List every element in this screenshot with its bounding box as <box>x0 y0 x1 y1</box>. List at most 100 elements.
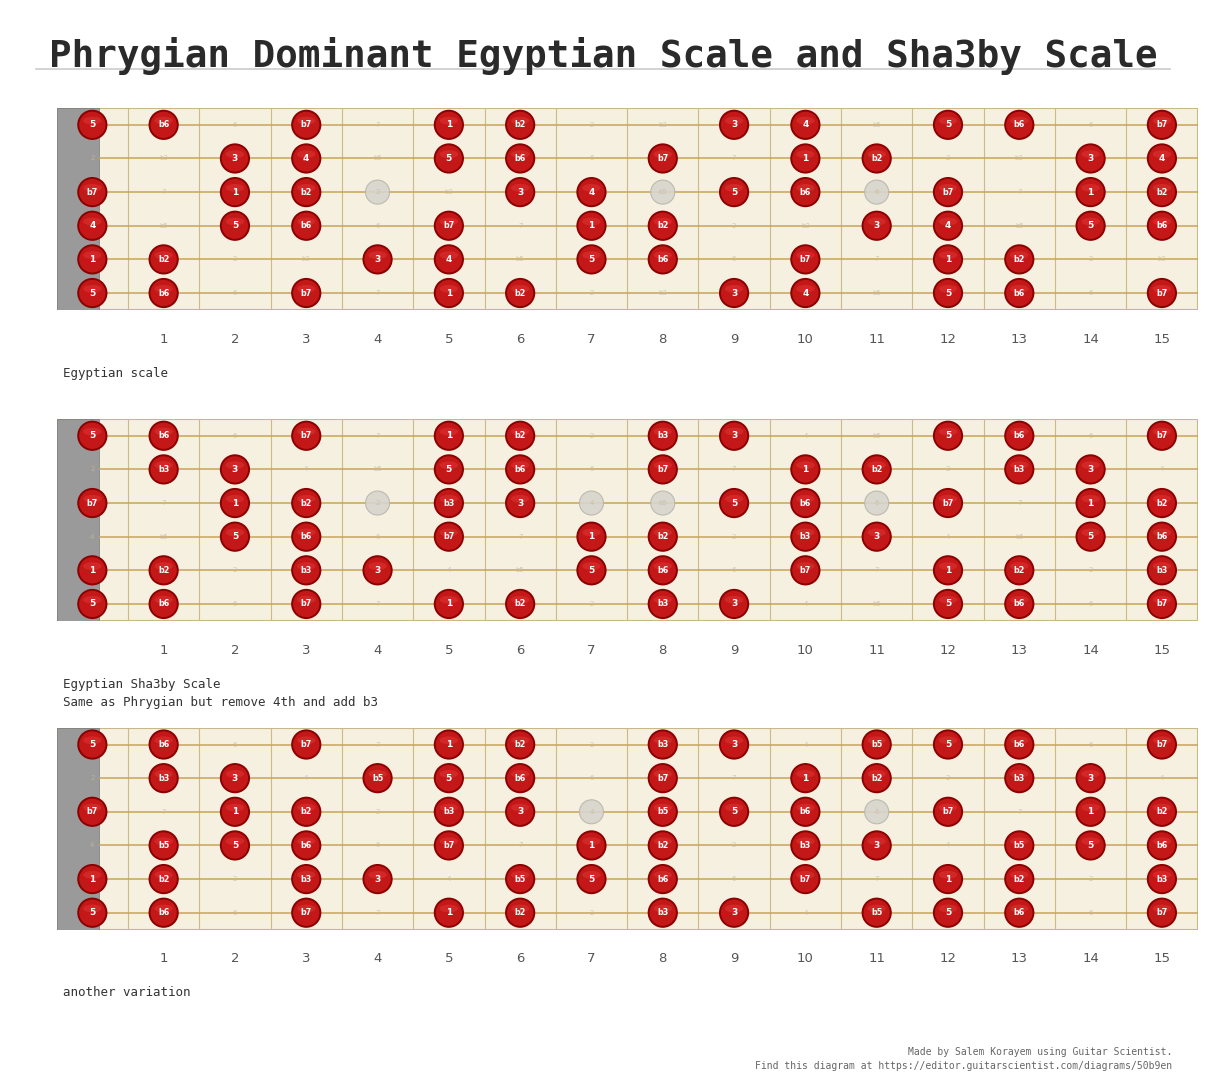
Text: 4: 4 <box>944 221 952 230</box>
Ellipse shape <box>862 212 891 240</box>
Ellipse shape <box>938 871 958 878</box>
Text: 2: 2 <box>590 290 593 296</box>
Text: b3: b3 <box>800 532 810 541</box>
Text: 15: 15 <box>1153 644 1170 657</box>
Text: 7: 7 <box>874 256 879 262</box>
Text: 2: 2 <box>230 644 239 657</box>
Text: b2: b2 <box>1157 807 1167 816</box>
Text: Egyptian scale: Egyptian scale <box>63 367 168 380</box>
Text: 5: 5 <box>446 154 452 163</box>
Ellipse shape <box>654 871 672 878</box>
Ellipse shape <box>507 178 534 206</box>
Ellipse shape <box>83 904 101 912</box>
Ellipse shape <box>865 457 889 481</box>
Text: b6: b6 <box>1014 288 1025 298</box>
Ellipse shape <box>507 865 534 894</box>
Text: b2: b2 <box>158 875 169 884</box>
Text: b6: b6 <box>1157 532 1167 541</box>
Text: 1: 1 <box>89 255 95 264</box>
Ellipse shape <box>150 590 177 619</box>
Ellipse shape <box>791 865 820 894</box>
Ellipse shape <box>297 495 316 503</box>
Text: b3: b3 <box>158 774 169 782</box>
Ellipse shape <box>578 523 605 551</box>
Ellipse shape <box>363 556 392 585</box>
Ellipse shape <box>83 495 101 503</box>
Ellipse shape <box>83 562 101 570</box>
Ellipse shape <box>1153 804 1171 812</box>
Ellipse shape <box>933 279 962 308</box>
Ellipse shape <box>83 285 101 292</box>
FancyBboxPatch shape <box>57 419 1198 621</box>
Text: 1: 1 <box>1088 499 1094 507</box>
Text: 2: 2 <box>732 842 737 849</box>
Text: 5: 5 <box>232 221 238 230</box>
Text: 2: 2 <box>732 223 737 229</box>
Text: 5: 5 <box>1088 532 1094 541</box>
Ellipse shape <box>1011 251 1029 259</box>
Text: 5: 5 <box>589 875 595 884</box>
Ellipse shape <box>1077 798 1105 826</box>
Ellipse shape <box>867 151 886 158</box>
Ellipse shape <box>796 804 814 812</box>
Text: b7: b7 <box>300 908 312 918</box>
Ellipse shape <box>938 495 958 503</box>
Ellipse shape <box>649 212 677 240</box>
Text: 4: 4 <box>374 952 382 966</box>
Ellipse shape <box>365 180 390 204</box>
Ellipse shape <box>720 110 748 139</box>
Ellipse shape <box>649 245 677 274</box>
Text: 12: 12 <box>939 952 956 966</box>
Ellipse shape <box>1153 596 1171 603</box>
Ellipse shape <box>511 871 529 878</box>
Text: b3: b3 <box>657 431 668 441</box>
Ellipse shape <box>867 736 886 744</box>
Ellipse shape <box>867 217 886 226</box>
Text: b2: b2 <box>1013 875 1025 884</box>
Text: b5: b5 <box>658 500 667 506</box>
Text: b2: b2 <box>871 774 883 782</box>
Text: 6: 6 <box>516 644 525 657</box>
Ellipse shape <box>78 798 106 826</box>
Text: 3: 3 <box>731 431 737 441</box>
Text: 5: 5 <box>589 255 595 264</box>
Text: 1: 1 <box>232 188 238 196</box>
Text: b5: b5 <box>872 601 882 607</box>
Ellipse shape <box>791 245 820 274</box>
Text: b5: b5 <box>658 189 667 195</box>
Ellipse shape <box>368 871 387 878</box>
Ellipse shape <box>1148 831 1176 860</box>
Ellipse shape <box>297 837 316 846</box>
Text: 2: 2 <box>1088 567 1093 573</box>
Text: b3: b3 <box>158 465 169 473</box>
Ellipse shape <box>933 590 962 619</box>
Ellipse shape <box>226 837 244 846</box>
Ellipse shape <box>221 764 250 792</box>
Text: 1: 1 <box>232 807 238 816</box>
Ellipse shape <box>1148 865 1176 894</box>
Text: Made by Salem Korayem using Guitar Scientist.
Find this diagram at https://edito: Made by Salem Korayem using Guitar Scien… <box>755 1047 1172 1071</box>
Ellipse shape <box>1148 144 1176 172</box>
Bar <box>57 728 99 930</box>
Text: b5: b5 <box>1014 841 1025 850</box>
Ellipse shape <box>511 736 529 744</box>
Ellipse shape <box>507 279 534 308</box>
Ellipse shape <box>1077 455 1105 483</box>
Ellipse shape <box>933 899 962 927</box>
Text: b6: b6 <box>1014 908 1025 918</box>
Ellipse shape <box>363 865 392 894</box>
Text: 7: 7 <box>1017 500 1021 506</box>
Text: 1: 1 <box>1088 807 1094 816</box>
Text: Phrygian Dominant Egyptian Scale and Sha3by Scale: Phrygian Dominant Egyptian Scale and Sha… <box>48 37 1158 75</box>
Ellipse shape <box>579 525 603 549</box>
Ellipse shape <box>1153 562 1171 570</box>
Bar <box>57 419 99 621</box>
Text: 7: 7 <box>874 876 879 882</box>
Ellipse shape <box>292 279 321 308</box>
Ellipse shape <box>297 596 316 603</box>
Text: b7: b7 <box>1157 908 1167 918</box>
Ellipse shape <box>649 764 677 792</box>
Ellipse shape <box>154 837 172 846</box>
Ellipse shape <box>507 899 534 927</box>
Ellipse shape <box>725 184 743 192</box>
